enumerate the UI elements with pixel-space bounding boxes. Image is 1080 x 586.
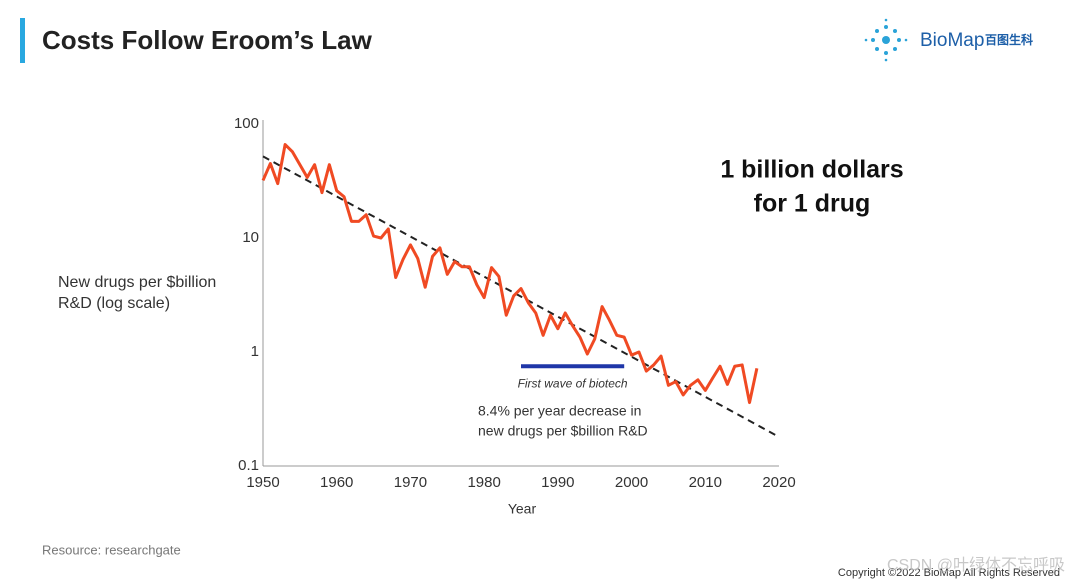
trend-line [262,155,780,438]
x-tick-label: 2020 [762,474,795,491]
y-axis-title: New drugs per $billion [58,274,216,291]
watermark: CSDN @叶绿体不忘呼吸 [887,556,1065,574]
x-tick-label: 1980 [467,474,500,491]
y-axis-title: R&D (log scale) [58,295,170,312]
x-axis-title: Year [508,501,537,517]
x-tick-label: 1960 [320,474,353,491]
logo-icon [864,18,908,62]
x-tick-label: 2010 [689,474,722,491]
annotation: new drugs per $billion R&D [478,423,648,439]
x-tick-label: 1950 [246,474,279,491]
y-tick-label: 10 [242,229,259,246]
y-tick-label: 0.1 [238,457,259,474]
y-tick-label: 100 [234,115,259,132]
biotech-label: First wave of biotech [518,376,628,390]
logo-text: BioMap [920,30,984,51]
resource: Resource: researchgate [42,542,181,557]
callout: for 1 drug [754,190,871,218]
x-tick-label: 2000 [615,474,648,491]
y-tick-label: 1 [251,343,259,360]
copyright: Copyright ©2022 BioMap All Rights Reserv… [838,567,1060,579]
title-accent [20,18,25,63]
x-tick-label: 1990 [541,474,574,491]
callout: 1 billion dollars [720,156,903,184]
annotation: 8.4% per year decrease in [478,403,641,419]
logo-cn: 百图生科 [985,32,1033,47]
data-line [261,143,759,405]
x-tick-label: 1970 [394,474,427,491]
slide-title: Costs Follow Eroom’s Law [42,25,373,55]
